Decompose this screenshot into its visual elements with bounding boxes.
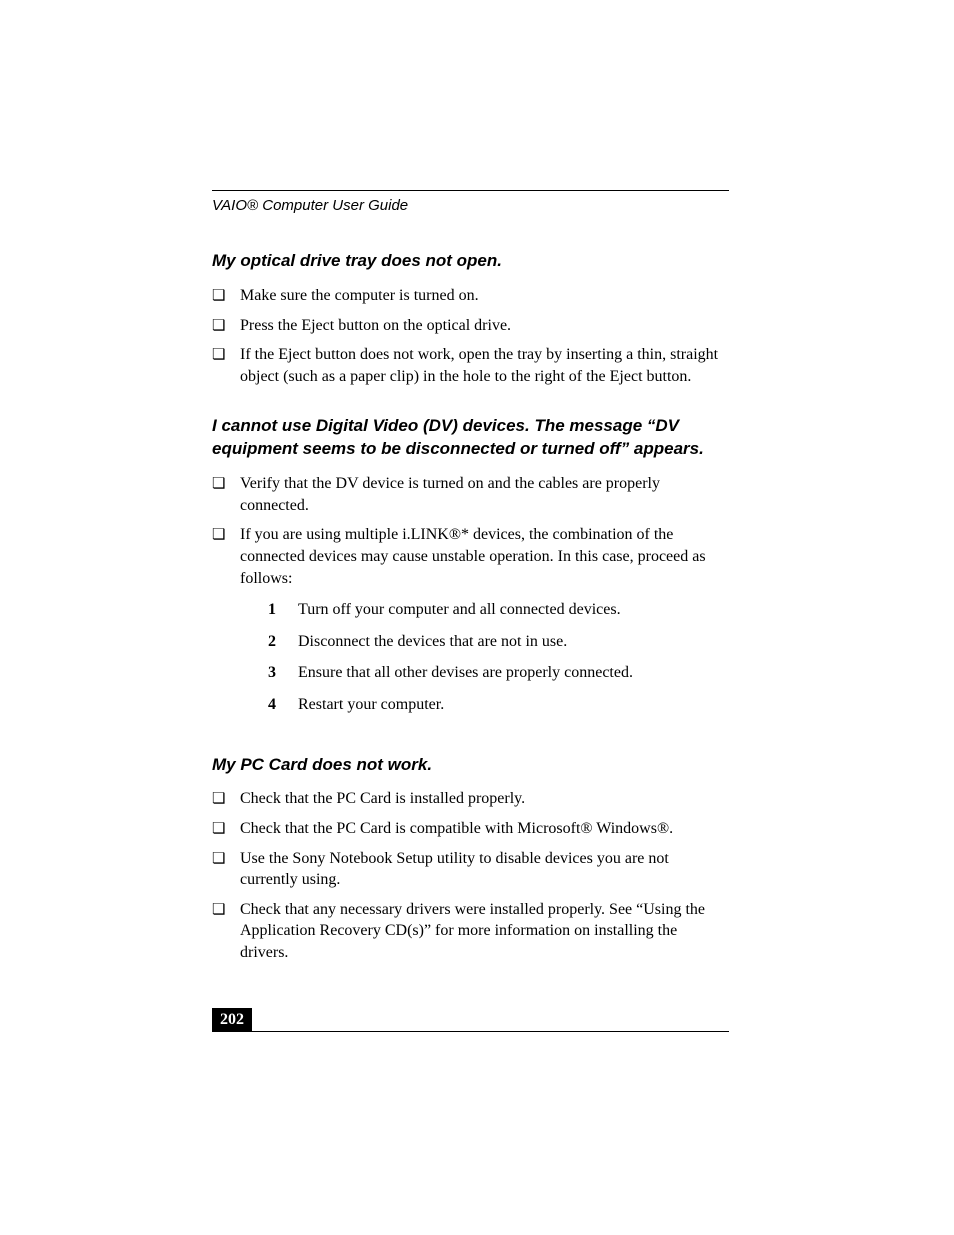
list-item: ❏ Check that any necessary drivers were …: [212, 899, 729, 964]
list-item-text: Make sure the computer is turned on.: [240, 285, 729, 307]
step-number: 3: [268, 662, 298, 684]
list-item: ❏ Verify that the DV device is turned on…: [212, 473, 729, 516]
header-rule: [212, 190, 729, 191]
list-item-text: Check that any necessary drivers were in…: [240, 899, 729, 964]
bullet-icon: ❏: [212, 818, 240, 839]
step-text: Disconnect the devices that are not in u…: [298, 631, 729, 653]
bullet-icon: ❏: [212, 899, 240, 920]
list-item-text: Use the Sony Notebook Setup utility to d…: [240, 848, 729, 891]
section-heading: I cannot use Digital Video (DV) devices.…: [212, 415, 729, 461]
document-header: VAIO® Computer User Guide: [212, 197, 729, 214]
numbered-steps: 1 Turn off your computer and all connect…: [268, 599, 729, 715]
list-item: ❏ Check that the PC Card is installed pr…: [212, 788, 729, 810]
list-item: ❏ Use the Sony Notebook Setup utility to…: [212, 848, 729, 891]
checklist: ❏ Check that the PC Card is installed pr…: [212, 788, 729, 963]
footer-rule: [212, 1031, 729, 1032]
list-item-lead-text: If you are using multiple i.LINK®* devic…: [240, 526, 706, 586]
list-item: ❏ Press the Eject button on the optical …: [212, 315, 729, 337]
step-number: 2: [268, 631, 298, 653]
bullet-icon: ❏: [212, 315, 240, 336]
step-text: Turn off your computer and all connected…: [298, 599, 729, 621]
page-footer: 202: [212, 1008, 729, 1032]
list-item: ❏ If you are using multiple i.LINK®* dev…: [212, 524, 729, 725]
bullet-icon: ❏: [212, 285, 240, 306]
list-item-text: Press the Eject button on the optical dr…: [240, 315, 729, 337]
step-text: Restart your computer.: [298, 694, 729, 716]
list-item-text: Check that the PC Card is installed prop…: [240, 788, 729, 810]
bullet-icon: ❏: [212, 473, 240, 494]
step-item: 2 Disconnect the devices that are not in…: [268, 631, 729, 653]
bullet-icon: ❏: [212, 788, 240, 809]
step-item: 1 Turn off your computer and all connect…: [268, 599, 729, 621]
list-item-text: If you are using multiple i.LINK®* devic…: [240, 524, 729, 725]
step-number: 1: [268, 599, 298, 621]
step-item: 4 Restart your computer.: [268, 694, 729, 716]
document-page: VAIO® Computer User Guide My optical dri…: [0, 0, 954, 1235]
bullet-icon: ❏: [212, 344, 240, 365]
list-item: ❏ Make sure the computer is turned on.: [212, 285, 729, 307]
list-item: ❏ If the Eject button does not work, ope…: [212, 344, 729, 387]
section-heading: My optical drive tray does not open.: [212, 250, 729, 273]
bullet-icon: ❏: [212, 524, 240, 545]
page-number: 202: [212, 1008, 252, 1032]
checklist: ❏ Verify that the DV device is turned on…: [212, 473, 729, 725]
step-text: Ensure that all other devises are proper…: [298, 662, 729, 684]
step-item: 3 Ensure that all other devises are prop…: [268, 662, 729, 684]
bullet-icon: ❏: [212, 848, 240, 869]
list-item: ❏ Check that the PC Card is compatible w…: [212, 818, 729, 840]
list-item-text: Check that the PC Card is compatible wit…: [240, 818, 729, 840]
list-item-text: Verify that the DV device is turned on a…: [240, 473, 729, 516]
step-number: 4: [268, 694, 298, 716]
list-item-text: If the Eject button does not work, open …: [240, 344, 729, 387]
checklist: ❏ Make sure the computer is turned on. ❏…: [212, 285, 729, 387]
section-heading: My PC Card does not work.: [212, 754, 729, 777]
